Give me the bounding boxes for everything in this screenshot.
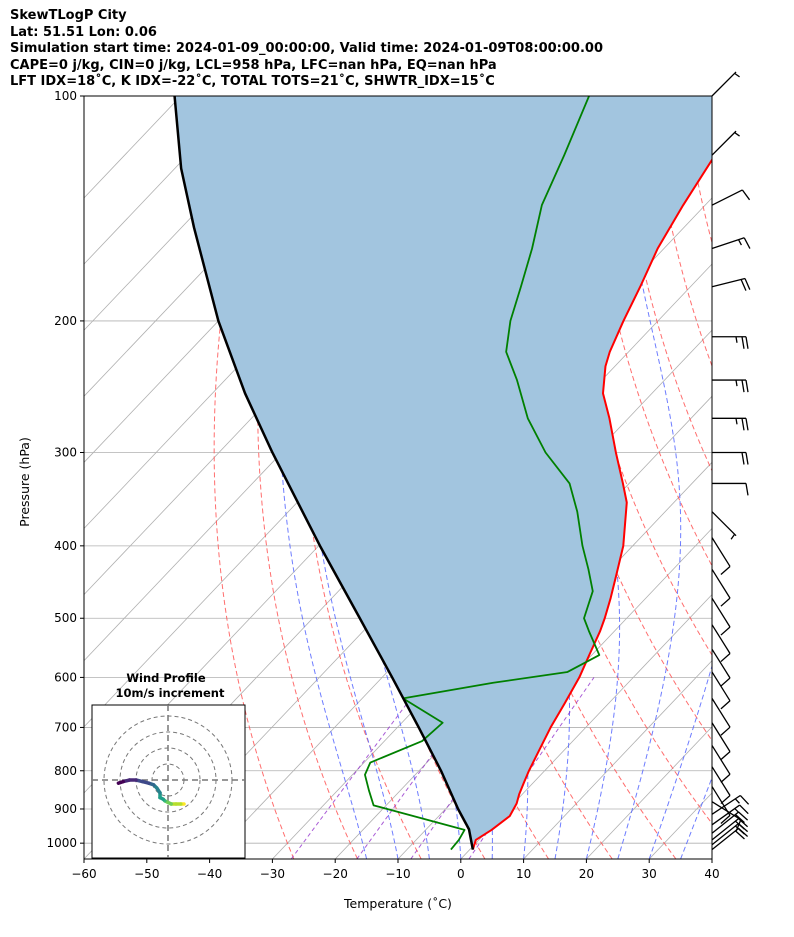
- moist-adiabat-line: [334, 96, 430, 859]
- wind-barb: [711, 237, 751, 250]
- inset-title: Wind Profile: [126, 671, 206, 685]
- wind-barb: [711, 698, 731, 736]
- chart-title: SkewTLogP City: [10, 8, 127, 23]
- x-tick-label: 0: [457, 867, 465, 881]
- wind-barb: [711, 745, 731, 783]
- x-tick-label: −10: [385, 867, 410, 881]
- wind-barb: [711, 130, 740, 156]
- wind-barb: [712, 336, 749, 349]
- parcel-indices-line: CAPE=0 j/kg, CIN=0 j/kg, LCL=958 hPa, LF…: [10, 57, 497, 73]
- hodograph-segment: [116, 779, 125, 785]
- x-tick-label: −30: [260, 867, 285, 881]
- cape-shading: [174, 96, 712, 850]
- inset-subtitle: 10m/s increment: [116, 686, 225, 700]
- y-tick-label: 400: [54, 539, 77, 553]
- x-tick-label: −40: [197, 867, 222, 881]
- wind-barb: [711, 511, 737, 540]
- wind-barb: [711, 597, 731, 636]
- x-tick-label: 20: [579, 867, 594, 881]
- dewpoint-line: [364, 96, 601, 851]
- wind-barb: [711, 804, 749, 826]
- y-tick-label: 600: [54, 670, 77, 684]
- x-tick-label: 10: [516, 867, 531, 881]
- y-tick-label: 100: [54, 89, 77, 103]
- y-axis-label: Pressure (hPa): [17, 437, 32, 527]
- x-tick-label: −50: [134, 867, 159, 881]
- wind-barb: [711, 722, 731, 761]
- y-tick-label: 700: [54, 720, 77, 734]
- time-line: Simulation start time: 2024-01-09_00:00:…: [10, 41, 603, 56]
- wind-barb: [711, 766, 731, 805]
- y-tick-label: 500: [54, 611, 77, 625]
- dry-adiabat-line: [683, 96, 712, 245]
- y-tick-label: 200: [54, 314, 77, 328]
- wind-barbs: [711, 71, 751, 851]
- wind-barb: [711, 537, 731, 575]
- wind-profile-inset: Wind Profile 10m/s increment: [91, 671, 246, 859]
- dry-adiabat-line: [782, 96, 794, 859]
- wind-barb: [711, 624, 731, 663]
- y-axis-ticks: 1000 900 800 700 600 500 400 300 200 100: [46, 89, 84, 850]
- isotherm-line: [84, 96, 307, 331]
- moist-adiabat-line: [711, 857, 712, 859]
- moist-adiabat-line: [278, 96, 368, 859]
- isotherm-line: [586, 726, 712, 859]
- isotherm-line: [523, 660, 712, 859]
- wind-barb: [711, 71, 740, 97]
- y-tick-label: 1000: [46, 836, 77, 850]
- dry-adiabat-line: [717, 96, 794, 859]
- chart-title-block: SkewTLogP City Lat: 51.51 Lon: 0.06 Simu…: [10, 8, 603, 91]
- x-tick-label: 30: [642, 867, 657, 881]
- y-tick-label: 900: [54, 802, 77, 816]
- isotherm-line: [711, 858, 712, 859]
- wind-barb: [711, 189, 751, 206]
- isotherm-line: [272, 395, 712, 859]
- x-axis-ticks: −60 −50 −40 −30 −20 −10 0 10 20 30 40: [71, 859, 720, 881]
- stability-indices-line: LFT IDX=18˚C, K IDX=-22˚C, TOTAL TOTS=21…: [10, 74, 495, 89]
- wind-barb: [711, 671, 731, 710]
- y-tick-label: 800: [54, 764, 77, 778]
- wind-barb: [712, 482, 749, 496]
- profile-lines: [173, 96, 712, 851]
- x-tick-label: 40: [704, 867, 719, 881]
- mixing-ratio-line: [290, 677, 427, 859]
- x-tick-label: −20: [323, 867, 348, 881]
- cape-cin-shading: [174, 96, 712, 850]
- wind-barb: [712, 451, 749, 465]
- wind-barb: [711, 277, 751, 291]
- wind-barb: [712, 417, 749, 431]
- parcel-line: [173, 96, 475, 850]
- x-axis-label: Temperature (˚C): [343, 896, 452, 911]
- x-tick-label: −60: [71, 867, 96, 881]
- temperature-line: [471, 157, 712, 850]
- moist-adiabat-line: [616, 96, 682, 859]
- wind-barb: [712, 379, 749, 393]
- moist-adiabat-line: [305, 96, 399, 859]
- wind-barb: [711, 648, 731, 687]
- dry-adiabat-line: [749, 96, 794, 859]
- isotherm-line: [460, 593, 712, 859]
- wind-barb: [711, 786, 731, 824]
- inset-plot: [92, 705, 245, 858]
- isotherm-line: [84, 96, 244, 265]
- wind-barb: [711, 568, 731, 607]
- location-line: Lat: 51.51 Lon: 0.06: [10, 24, 157, 40]
- wind-barb: [711, 794, 750, 815]
- y-tick-label: 300: [54, 445, 77, 459]
